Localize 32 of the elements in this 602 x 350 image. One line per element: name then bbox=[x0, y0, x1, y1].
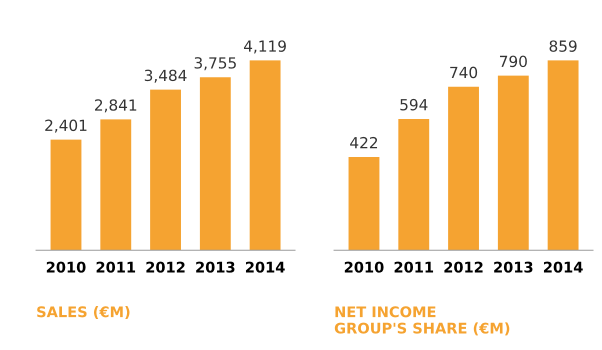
data-label: 2,401 bbox=[45, 120, 86, 133]
data-label: 790 bbox=[500, 56, 527, 68]
data-label: 594 bbox=[400, 98, 428, 110]
data-label: 859 bbox=[550, 40, 577, 52]
x-tick-label: 2010 bbox=[344, 262, 384, 273]
x-tick-label: 2013 bbox=[196, 262, 234, 273]
data-label: 740 bbox=[450, 66, 478, 78]
bar bbox=[50, 140, 82, 250]
x-tick-label: 2010 bbox=[46, 262, 86, 273]
x-tick-label: 2012 bbox=[146, 262, 185, 273]
data-label: 3,484 bbox=[144, 70, 187, 83]
x-axis-title: SALES (€M) bbox=[37, 306, 130, 320]
bar bbox=[150, 90, 181, 250]
data-label: 4,119 bbox=[244, 40, 286, 54]
data-label: 3,755 bbox=[194, 57, 236, 70]
x-tick-label: 2013 bbox=[494, 262, 532, 273]
data-label: 2,841 bbox=[95, 99, 136, 112]
x-tick-label: 2014 bbox=[544, 262, 583, 273]
x-tick-label: 2012 bbox=[444, 262, 483, 273]
bar bbox=[200, 77, 231, 250]
bar bbox=[250, 60, 281, 250]
bar bbox=[398, 118, 430, 250]
data-label: 422 bbox=[350, 136, 378, 148]
x-tick-label: 2011 bbox=[394, 262, 434, 273]
x-tick-label: 2014 bbox=[246, 262, 285, 273]
bar bbox=[100, 119, 132, 250]
bar bbox=[498, 76, 529, 250]
bar bbox=[448, 86, 479, 250]
bar bbox=[548, 60, 579, 250]
x-tick-label: 2011 bbox=[96, 262, 136, 273]
bar bbox=[348, 156, 380, 250]
x-axis-title: NET INCOME GROUP'S SHARE (€M) bbox=[334, 306, 510, 336]
